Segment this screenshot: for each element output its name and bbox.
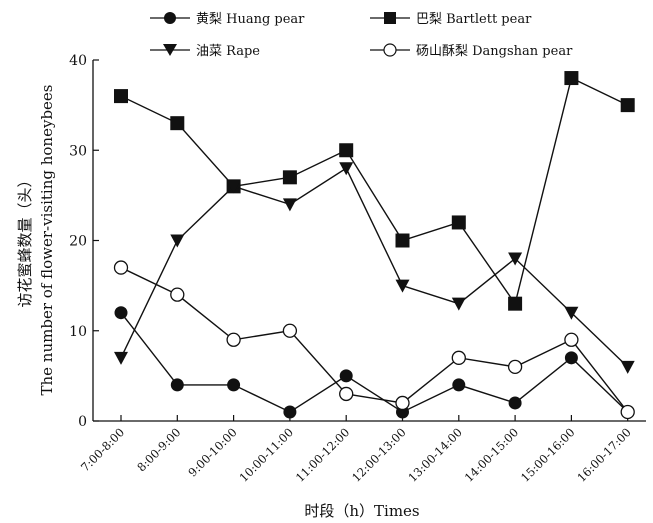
- data-point: [451, 297, 466, 311]
- legend-label: 黄梨 Huang pear: [196, 12, 305, 27]
- series-2: [114, 162, 635, 374]
- data-point: [282, 198, 297, 212]
- data-point: [226, 332, 241, 347]
- y-tick-label: 10: [69, 324, 87, 340]
- x-tick-label: 9:00-10:00: [185, 425, 239, 479]
- y-axis-title-english: The number of flower-visiting honeybees: [38, 85, 56, 396]
- data-point: [508, 296, 523, 311]
- data-point: [170, 287, 185, 302]
- series-line: [120, 266, 629, 413]
- data-point: [395, 395, 410, 411]
- data-point: [452, 378, 466, 392]
- x-tick-label: 8:00-9:00: [134, 425, 183, 474]
- legend-label: 巴梨 Bartlett pear: [416, 12, 532, 27]
- data-point: [283, 405, 297, 419]
- series-0: [114, 306, 635, 419]
- data-point: [113, 260, 129, 275]
- legend-item-huang-pear: 黄梨 Huang pear: [150, 8, 304, 27]
- data-point: [564, 306, 579, 320]
- legend-label: 砀山酥梨 Dangshan pear: [416, 44, 573, 59]
- data-point: [282, 170, 297, 185]
- data-point: [339, 162, 354, 176]
- legend-item-dangshan-pear: 砀山酥梨 Dangshan pear: [370, 40, 572, 59]
- filled-circle-marker-icon: [150, 11, 190, 24]
- x-tick-label: 16:00-17:00: [574, 425, 634, 485]
- x-tick-label: 15:00-16:00: [518, 425, 578, 485]
- data-point: [339, 143, 354, 158]
- data-point: [339, 386, 354, 402]
- data-point: [114, 89, 128, 104]
- series-line: [120, 312, 629, 413]
- x-tick-label: 11:00-12:00: [293, 425, 353, 485]
- data-point: [170, 234, 185, 248]
- data-point: [114, 306, 128, 320]
- x-tick-label: 14:00-15:00: [462, 425, 522, 485]
- x-axis-title: 时段（h）Times: [304, 502, 419, 520]
- legend-item-bartlett-pear: 巴梨 Bartlett pear: [370, 8, 531, 27]
- x-tick-label: 12:00-13:00: [349, 425, 409, 485]
- y-tick-label: 20: [69, 234, 87, 250]
- series-1: [114, 71, 635, 311]
- series-group: [113, 71, 635, 420]
- data-point: [226, 180, 241, 194]
- y-tick-label: 40: [69, 53, 87, 69]
- series-3: [113, 260, 635, 420]
- data-point: [395, 233, 410, 248]
- data-point: [507, 359, 523, 375]
- y-tick-label: 30: [69, 143, 87, 159]
- x-tick-label: 10:00-11:00: [237, 425, 297, 485]
- x-tick-label: 7:00-8:00: [78, 425, 127, 474]
- data-point: [114, 351, 128, 365]
- data-point: [282, 323, 298, 338]
- data-point: [170, 116, 185, 131]
- data-point: [620, 404, 635, 420]
- series-line: [120, 77, 629, 306]
- filled-square-marker-icon: [370, 11, 410, 24]
- data-point: [508, 396, 522, 410]
- data-point: [170, 378, 184, 392]
- legend-item-rape: 油菜 Rape: [150, 40, 260, 59]
- axes: 0 10 20 30 40 7:00-8:00 8:00-9:00 9:00-10:0010:…: [69, 53, 646, 485]
- data-point: [451, 215, 466, 230]
- data-point: [620, 360, 635, 374]
- data-point: [451, 350, 466, 365]
- x-tick-label: 13:00-14:00: [405, 425, 465, 485]
- open-circle-marker-icon: [370, 42, 410, 57]
- data-point: [395, 279, 410, 293]
- y-axis-title-chinese: 访花蜜蜂数量（头）: [16, 172, 34, 307]
- y-tick-label: 0: [78, 414, 87, 430]
- data-point: [339, 369, 353, 383]
- data-point: [564, 351, 578, 365]
- filled-triangle-marker-icon: [150, 43, 190, 56]
- legend-label: 油菜 Rape: [196, 44, 260, 59]
- data-point: [508, 252, 523, 266]
- data-point: [620, 98, 635, 113]
- data-point: [564, 71, 579, 86]
- data-point: [564, 332, 579, 347]
- series-line: [120, 167, 629, 368]
- data-point: [227, 378, 241, 392]
